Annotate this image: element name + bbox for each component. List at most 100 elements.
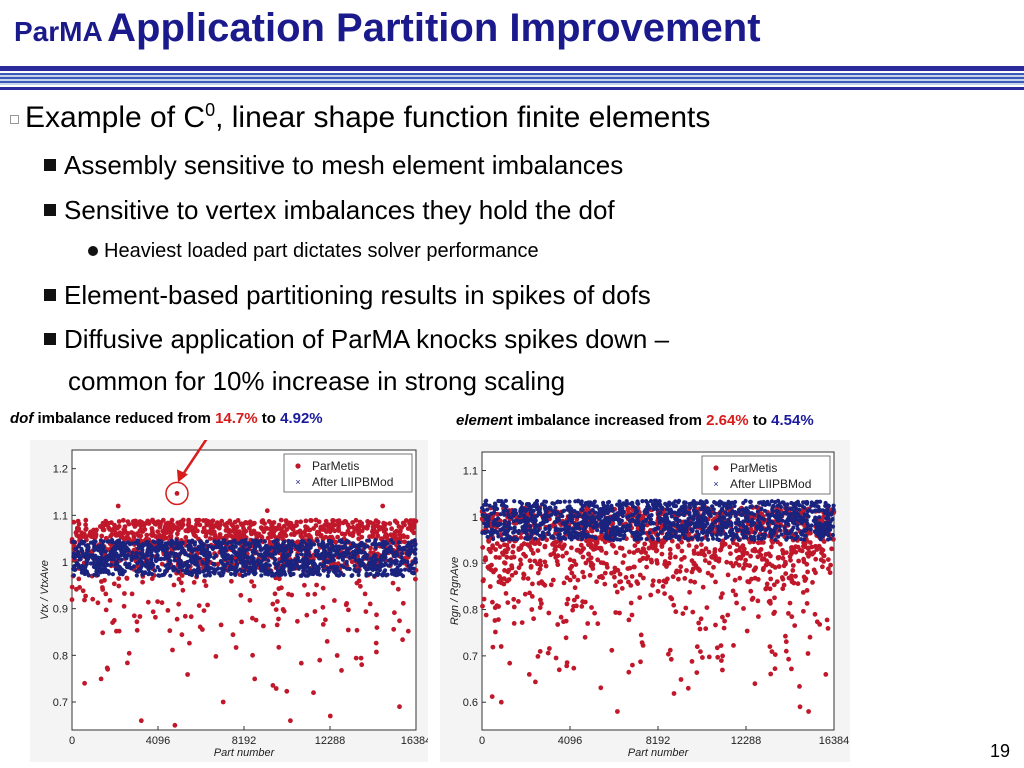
parmetis-point: [100, 630, 106, 636]
parmetis-point: [137, 614, 143, 619]
after-point: [242, 568, 247, 573]
after-point: [740, 512, 745, 517]
parmetis-point: [581, 574, 587, 580]
after-point: [200, 542, 205, 547]
parmetis-point: [486, 538, 491, 543]
after-point: [148, 543, 153, 548]
parmetis-point: [603, 550, 609, 556]
after-point: [279, 572, 284, 577]
parmetis-point: [357, 519, 363, 525]
after-point: [555, 500, 560, 505]
parmetis-point: [755, 540, 761, 546]
after-point: [368, 562, 373, 567]
after-point: [392, 572, 397, 577]
bullet-diffusive: Diffusive application of ParMA knocks sp…: [44, 324, 669, 355]
parmetis-outlier-point: [806, 709, 811, 714]
parmetis-point: [374, 530, 380, 535]
after-point: [232, 568, 237, 573]
parmetis-point: [204, 522, 210, 527]
parmetis-point: [555, 562, 561, 568]
parmetis-point: [699, 542, 704, 547]
after-point: [732, 503, 737, 509]
parmetis-point: [313, 523, 319, 528]
parmetis-point: [564, 601, 570, 607]
after-point: [830, 532, 835, 538]
header-rule-top: [0, 66, 1024, 71]
parmetis-point: [510, 549, 516, 555]
parmetis-point: [516, 547, 522, 552]
parmetis-point: [789, 573, 794, 579]
parmetis-point: [99, 533, 105, 539]
after-point: [356, 572, 361, 578]
parmetis-point: [763, 552, 769, 557]
after-point: [383, 553, 388, 558]
parmetis-point: [585, 621, 591, 626]
plot-area: [71, 449, 417, 731]
parmetis-point: [497, 544, 503, 549]
after-point: [578, 520, 583, 526]
parmetis-point: [721, 625, 727, 631]
after-point: [386, 563, 391, 568]
parmetis-point: [140, 579, 145, 585]
parmetis-point: [563, 618, 569, 624]
parmetis-point: [689, 569, 695, 575]
parmetis-point: [667, 647, 673, 653]
after-point: [103, 549, 108, 554]
after-point: [830, 510, 835, 515]
parmetis-point: [792, 623, 798, 628]
parmetis-point: [217, 522, 223, 528]
parmetis-point: [548, 582, 554, 588]
after-point: [384, 540, 389, 546]
parmetis-point: [308, 518, 313, 523]
after-point: [71, 573, 76, 578]
parmetis-point: [294, 519, 300, 525]
parmetis-point: [175, 531, 180, 537]
after-point: [112, 545, 117, 550]
after-point: [308, 545, 313, 550]
square-bullet-icon: [44, 204, 56, 217]
parmetis-point: [801, 556, 806, 562]
after-point: [349, 573, 354, 578]
parmetis-point: [126, 650, 132, 656]
after-point: [395, 572, 401, 577]
after-point: [186, 553, 191, 558]
after-point: [88, 540, 94, 545]
after-point: [141, 543, 146, 548]
after-point: [408, 543, 413, 548]
parmetis-point: [829, 546, 834, 552]
after-point: [245, 547, 250, 552]
parmetis-point: [780, 547, 785, 553]
parmetis-point: [808, 530, 813, 536]
after-point: [770, 509, 775, 514]
after-point: [699, 506, 704, 511]
after-point: [222, 553, 227, 558]
parmetis-point: [694, 670, 700, 675]
parmetis-point: [827, 570, 833, 576]
parmetis-point: [586, 542, 591, 548]
bullet-element-based: Element-based partitioning results in sp…: [44, 280, 651, 311]
parmetis-point: [621, 553, 627, 558]
bullet-main-text-rest: , linear shape function finite elements: [215, 101, 711, 134]
parmetis-point: [807, 634, 813, 640]
after-point: [259, 573, 264, 578]
after-point: [378, 560, 383, 565]
parmetis-point: [480, 545, 486, 550]
parmetis-point: [298, 660, 304, 666]
after-point: [328, 539, 333, 544]
after-point: [186, 563, 191, 568]
parmetis-point: [772, 609, 777, 615]
parmetis-point: [253, 617, 259, 623]
after-point: [290, 539, 295, 544]
after-point: [160, 573, 165, 578]
after-point: [413, 557, 418, 562]
after-point: [657, 516, 662, 521]
after-point: [238, 560, 243, 565]
parmetis-point: [597, 574, 602, 580]
chart-dof-imbalance: 04096819212288163841.21.110.90.80.7Part …: [30, 440, 428, 762]
after-point: [226, 556, 232, 561]
parmetis-point: [742, 561, 748, 567]
parmetis-point: [609, 570, 614, 576]
parmetis-point: [97, 524, 103, 529]
after-point: [502, 519, 507, 524]
parmetis-point: [134, 522, 140, 527]
